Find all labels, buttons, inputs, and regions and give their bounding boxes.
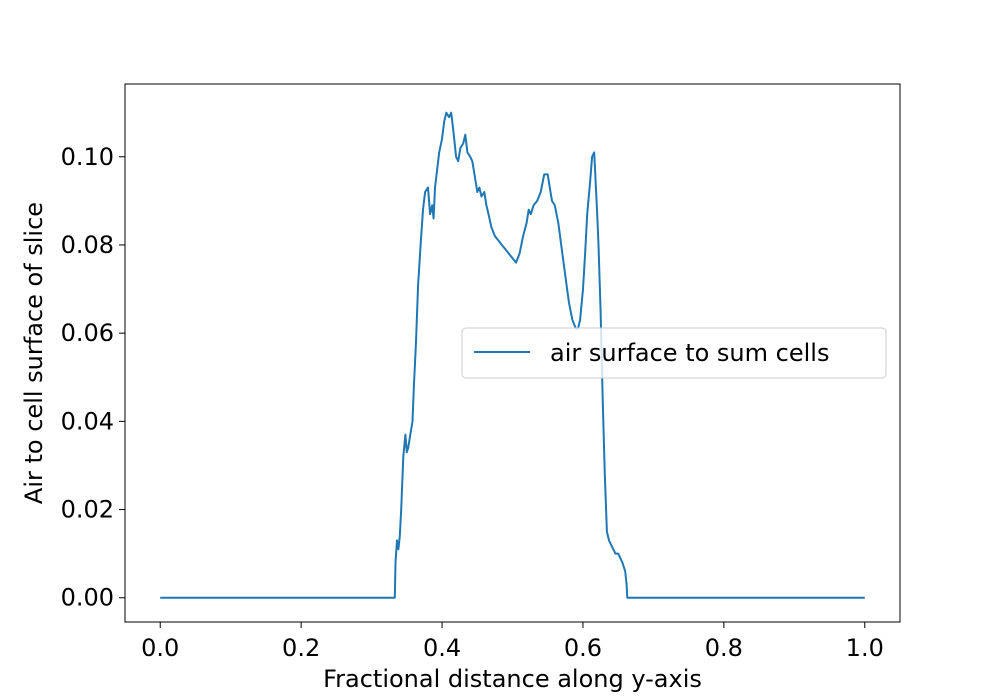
x-tick-label: 0.8 bbox=[705, 634, 743, 662]
x-tick-label: 0.6 bbox=[564, 634, 602, 662]
series-layer bbox=[160, 111, 865, 599]
x-tick-label: 0.2 bbox=[282, 634, 320, 662]
y-axis-label: Air to cell surface of slice bbox=[20, 202, 48, 504]
x-tick-label: 0.4 bbox=[423, 634, 461, 662]
series-line bbox=[160, 111, 865, 599]
x-axis-label: Fractional distance along y-axis bbox=[323, 665, 702, 693]
legend-box bbox=[461, 327, 887, 379]
x-tick-label: 1.0 bbox=[846, 634, 884, 662]
y-tick-label: 0.06 bbox=[61, 319, 114, 347]
plot-frame bbox=[124, 83, 901, 623]
y-tick-label: 0.10 bbox=[61, 143, 114, 171]
x-tick-label: 0.0 bbox=[141, 634, 179, 662]
legend-label: air surface to sum cells bbox=[550, 339, 829, 367]
y-tick-label: 0.08 bbox=[61, 231, 114, 259]
legend: air surface to sum cells bbox=[461, 327, 887, 379]
axis-ticks: 0.0 0.2 0.4 0.6 0.8 1.0 0.00 0.02 0.04 0.06 0.08 0.… bbox=[61, 143, 884, 662]
y-tick-label: 0.04 bbox=[61, 407, 114, 435]
y-tick-label: 0.02 bbox=[61, 496, 114, 524]
y-tick-label: 0.00 bbox=[61, 584, 114, 612]
